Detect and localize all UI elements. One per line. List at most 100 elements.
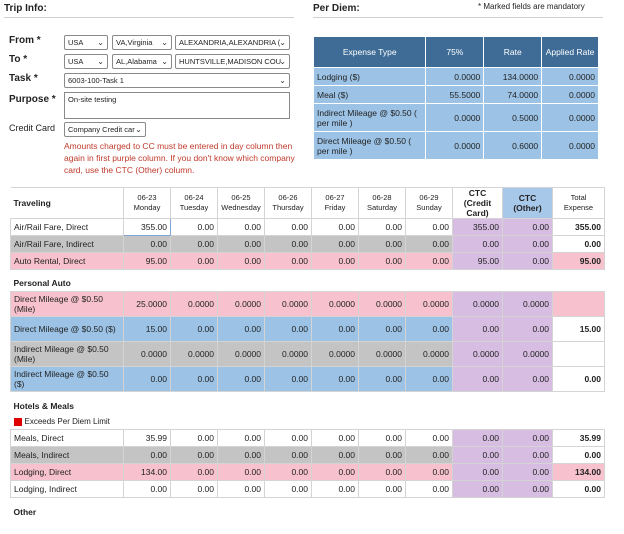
day-amount-input[interactable]: 0.00 (358, 480, 406, 498)
day-amount-input[interactable]: 0.00 (358, 252, 406, 270)
ctc-other-input[interactable]: 0.0000 (502, 291, 553, 317)
ctc-other-input[interactable]: 0.00 (502, 429, 553, 447)
ctc-credit-card-input[interactable]: 0.00 (452, 480, 503, 498)
day-amount-input[interactable]: 0.0000 (123, 341, 171, 367)
to-state-select[interactable]: AL,Alabama ⌄ (112, 54, 172, 69)
ctc-credit-card-input[interactable]: 0.0000 (452, 291, 503, 317)
day-amount-input[interactable]: 0.00 (123, 446, 171, 464)
day-amount-input[interactable]: 0.00 (170, 252, 218, 270)
day-amount-input[interactable]: 35.99 (123, 429, 171, 447)
day-amount-input[interactable]: 0.00 (358, 235, 406, 253)
day-amount-input[interactable]: 0.00 (170, 366, 218, 392)
day-amount-input[interactable]: 0.00 (264, 218, 312, 236)
day-amount-input[interactable]: 0.0000 (264, 291, 312, 317)
day-amount-input[interactable]: 0.00 (405, 463, 453, 481)
day-amount-input[interactable]: 0.00 (217, 446, 265, 464)
day-amount-input[interactable]: 0.00 (217, 366, 265, 392)
day-amount-input[interactable]: 0.00 (217, 463, 265, 481)
day-amount-input[interactable]: 0.00 (311, 235, 359, 253)
day-amount-input[interactable]: 0.0000 (405, 341, 453, 367)
ctc-other-input[interactable]: 0.00 (502, 463, 553, 481)
day-amount-input[interactable]: 0.00 (264, 316, 312, 342)
day-amount-input[interactable]: 0.0000 (217, 291, 265, 317)
ctc-credit-card-input[interactable]: 95.00 (452, 252, 503, 270)
ctc-other-input[interactable]: 0.0000 (502, 341, 553, 367)
task-select[interactable]: 6003-100-Task 1 ⌄ (64, 73, 290, 88)
day-amount-input[interactable]: 355.00 (123, 218, 171, 236)
day-amount-input[interactable]: 0.00 (123, 366, 171, 392)
day-amount-input[interactable]: 0.00 (405, 429, 453, 447)
ctc-credit-card-input[interactable]: 0.00 (452, 463, 503, 481)
ctc-other-input[interactable]: 0.00 (502, 218, 553, 236)
ctc-credit-card-input[interactable]: 0.00 (452, 235, 503, 253)
day-amount-input[interactable]: 0.00 (264, 252, 312, 270)
day-amount-input[interactable]: 0.00 (217, 252, 265, 270)
day-amount-input[interactable]: 0.00 (405, 252, 453, 270)
day-amount-input[interactable]: 0.00 (311, 463, 359, 481)
ctc-other-input[interactable]: 0.00 (502, 235, 553, 253)
ctc-credit-card-input[interactable]: 0.00 (452, 446, 503, 464)
day-amount-input[interactable]: 0.00 (405, 218, 453, 236)
day-amount-input[interactable]: 0.00 (358, 429, 406, 447)
to-country-select[interactable]: USA ⌄ (64, 54, 108, 69)
day-amount-input[interactable]: 0.00 (358, 316, 406, 342)
day-amount-input[interactable]: 0.00 (170, 218, 218, 236)
day-amount-input[interactable]: 0.00 (170, 316, 218, 342)
day-amount-input[interactable]: 0.00 (170, 429, 218, 447)
day-amount-input[interactable]: 0.00 (217, 429, 265, 447)
day-amount-input[interactable]: 0.00 (264, 235, 312, 253)
day-amount-input[interactable]: 0.0000 (217, 341, 265, 367)
day-amount-input[interactable]: 0.00 (264, 429, 312, 447)
day-amount-input[interactable]: 0.00 (405, 480, 453, 498)
day-amount-input[interactable]: 0.00 (264, 480, 312, 498)
ctc-other-input[interactable]: 0.00 (502, 446, 553, 464)
ctc-other-input[interactable]: 0.00 (502, 366, 553, 392)
day-amount-input[interactable]: 0.00 (170, 463, 218, 481)
day-amount-input[interactable]: 0.00 (358, 218, 406, 236)
day-amount-input[interactable]: 0.00 (123, 480, 171, 498)
day-amount-input[interactable]: 0.00 (170, 446, 218, 464)
ctc-credit-card-input[interactable]: 0.00 (452, 316, 503, 342)
day-amount-input[interactable]: 0.00 (217, 235, 265, 253)
ctc-credit-card-input[interactable]: 0.00 (452, 366, 503, 392)
day-amount-input[interactable]: 0.00 (264, 446, 312, 464)
day-amount-input[interactable]: 0.00 (405, 235, 453, 253)
day-amount-input[interactable]: 0.0000 (311, 341, 359, 367)
from-city-select[interactable]: ALEXANDRIA,ALEXANDRIA (⌄ (175, 35, 290, 50)
day-amount-input[interactable]: 0.0000 (264, 341, 312, 367)
day-amount-input[interactable]: 0.00 (311, 316, 359, 342)
day-amount-input[interactable]: 0.00 (405, 316, 453, 342)
day-amount-input[interactable]: 134.00 (123, 463, 171, 481)
day-amount-input[interactable]: 0.0000 (405, 291, 453, 317)
day-amount-input[interactable]: 95.00 (123, 252, 171, 270)
ctc-other-input[interactable]: 0.00 (502, 480, 553, 498)
day-amount-input[interactable]: 0.00 (405, 366, 453, 392)
day-amount-input[interactable]: 0.00 (311, 446, 359, 464)
day-amount-input[interactable]: 0.00 (311, 480, 359, 498)
day-amount-input[interactable]: 0.0000 (358, 341, 406, 367)
day-amount-input[interactable]: 0.00 (358, 446, 406, 464)
ctc-credit-card-input[interactable]: 0.00 (452, 429, 503, 447)
day-amount-input[interactable]: 0.00 (311, 218, 359, 236)
day-amount-input[interactable]: 0.00 (170, 235, 218, 253)
day-amount-input[interactable]: 0.00 (311, 252, 359, 270)
day-amount-input[interactable]: 0.00 (170, 480, 218, 498)
ctc-other-input[interactable]: 0.00 (502, 252, 553, 270)
day-amount-input[interactable]: 0.00 (358, 366, 406, 392)
day-amount-input[interactable]: 25.0000 (123, 291, 171, 317)
day-amount-input[interactable]: 0.0000 (170, 341, 218, 367)
ctc-credit-card-input[interactable]: 355.00 (452, 218, 503, 236)
day-amount-input[interactable]: 15.00 (123, 316, 171, 342)
day-amount-input[interactable]: 0.00 (217, 218, 265, 236)
ctc-credit-card-input[interactable]: 0.0000 (452, 341, 503, 367)
day-amount-input[interactable]: 0.0000 (170, 291, 218, 317)
ctc-other-input[interactable]: 0.00 (502, 316, 553, 342)
day-amount-input[interactable]: 0.00 (358, 463, 406, 481)
day-amount-input[interactable]: 0.00 (217, 480, 265, 498)
day-amount-input[interactable]: 0.00 (264, 366, 312, 392)
day-amount-input[interactable]: 0.00 (264, 463, 312, 481)
credit-card-select[interactable]: Company Credit car ⌄ (64, 122, 146, 137)
to-city-select[interactable]: HUNTSVILLE,MADISON COU ⌄ (175, 54, 290, 69)
purpose-textarea[interactable]: On-site testing (64, 92, 290, 119)
day-amount-input[interactable]: 0.00 (405, 446, 453, 464)
